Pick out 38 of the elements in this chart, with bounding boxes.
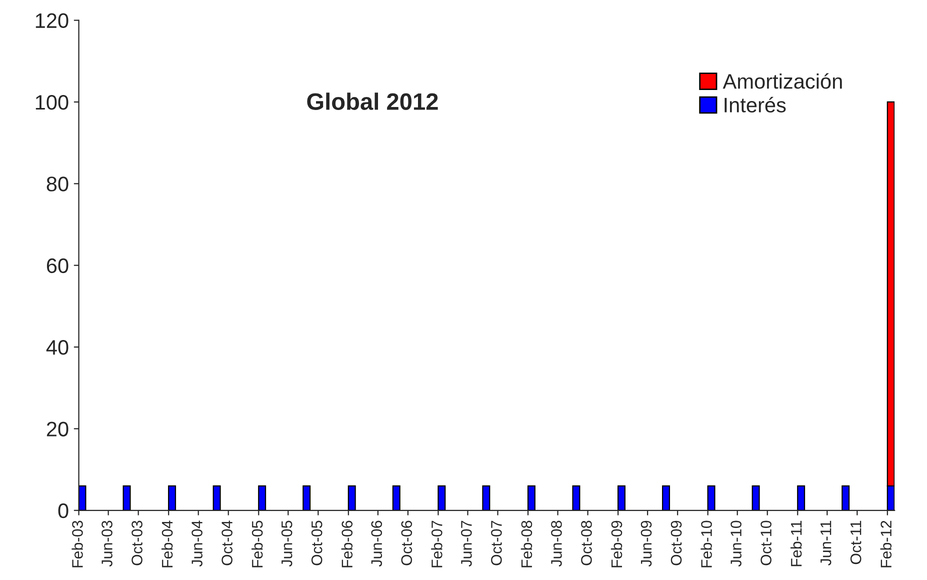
x-tick-label: Feb-12 — [880, 520, 892, 568]
x-tick-label: Feb-10 — [700, 520, 712, 568]
x-tick-label: Oct-08 — [581, 520, 592, 566]
x-tick-label: Jun-10 — [730, 520, 742, 567]
x-tick-label: Oct-04 — [222, 520, 232, 566]
y-tick-label: 40 — [46, 340, 68, 355]
x-tick-label: Jun-06 — [371, 520, 382, 567]
y-tick-label: 80 — [46, 176, 68, 192]
x-tick-label: Jun-05 — [281, 520, 292, 567]
x-tick-label: Oct-03 — [132, 520, 142, 566]
x-tick-label: Feb-05 — [252, 520, 263, 568]
x-tick-label: Oct-11 — [850, 520, 862, 564]
y-tick-label: 20 — [46, 422, 68, 436]
x-tick-label: Jun-11 — [820, 520, 832, 566]
x-tick-label: Jun-03 — [102, 520, 112, 567]
legend-label: Amortización — [722, 73, 842, 89]
x-tick-label: Feb-09 — [610, 520, 622, 568]
text: Global 2012 — [307, 92, 438, 110]
x-tick-label: Feb-04 — [161, 520, 173, 568]
x-tick-label: Oct-05 — [311, 520, 322, 566]
x-tick-label: Jun-07 — [461, 520, 472, 567]
y-tick-label: 100 — [36, 94, 68, 110]
x-tick-label: Feb-08 — [520, 520, 532, 568]
y-tick-label: 120 — [36, 13, 68, 28]
x-tick-label: Jun-09 — [640, 520, 652, 567]
x-tick-label: Jun-08 — [551, 520, 562, 567]
y-tick-label: 0 — [58, 503, 68, 518]
x-tick-label: Oct-09 — [670, 520, 682, 566]
x-tick-label: Feb-06 — [341, 520, 353, 568]
x-tick-label: Feb-03 — [72, 520, 83, 568]
x-tick-label: Oct-07 — [491, 520, 502, 566]
x-tick-label: Feb-07 — [431, 520, 442, 568]
legend-label: Interés — [724, 96, 786, 112]
y-tick-label: 60 — [46, 258, 68, 274]
x-tick-label: Jun-04 — [192, 520, 202, 567]
x-tick-label: Feb-11 — [790, 520, 802, 566]
x-tick-label: Oct-10 — [760, 520, 772, 566]
x-tick-label: Oct-06 — [401, 520, 412, 566]
